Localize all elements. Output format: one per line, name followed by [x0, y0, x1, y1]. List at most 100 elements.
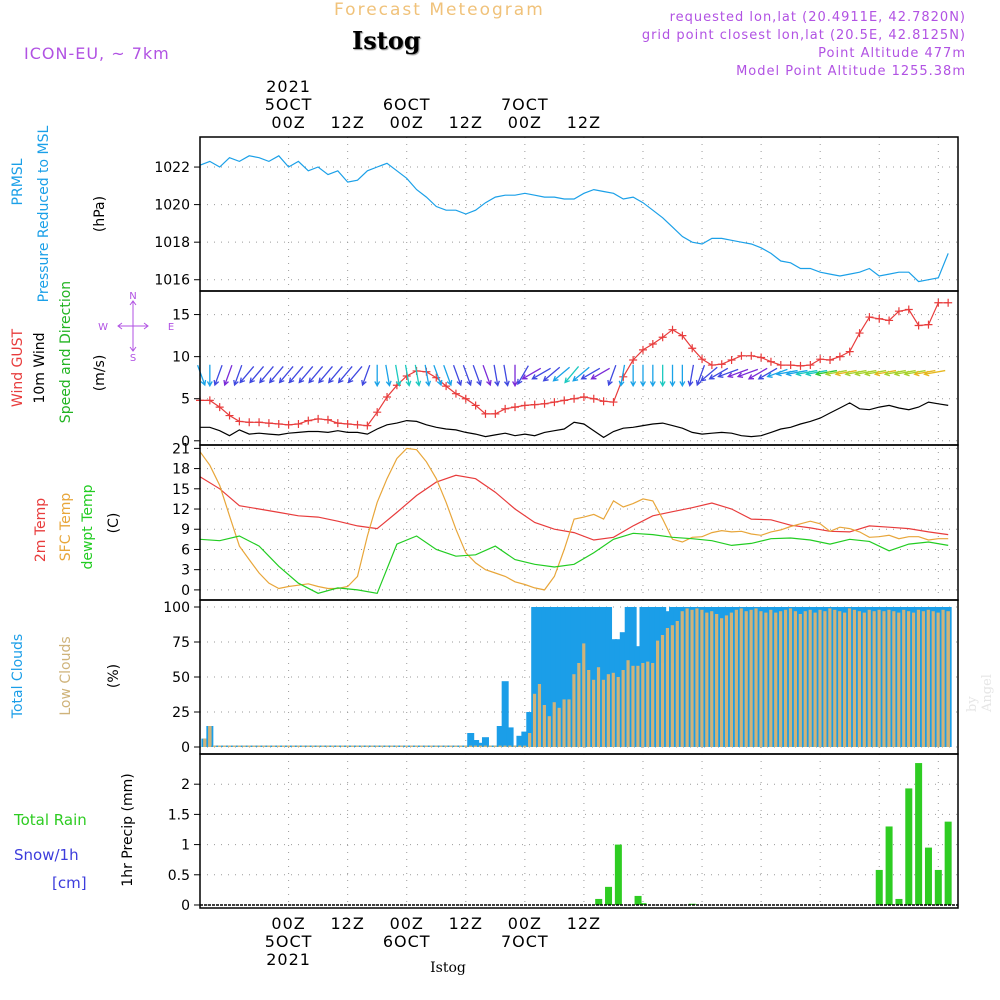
- low-cloud-bar: [518, 745, 522, 747]
- time-axis-bottom-label: 12Z: [449, 914, 483, 933]
- gust-marker: [638, 345, 647, 354]
- wind-arrow: [834, 369, 857, 377]
- rain-bar: [934, 869, 942, 905]
- low-cloud-bar: [375, 745, 379, 747]
- gust-marker: [570, 394, 579, 403]
- low-cloud-bar: [355, 745, 360, 747]
- low-cloud-bar: [567, 699, 571, 747]
- time-axis-bottom-label: 5OCT: [265, 932, 313, 951]
- gust-marker: [737, 351, 746, 360]
- low-cloud-bar: [695, 608, 699, 747]
- low-cloud-bar: [734, 609, 739, 747]
- low-cloud-bar: [237, 745, 242, 747]
- low-cloud-bar: [424, 745, 429, 747]
- temperature-panel: 0 3 6 9 12 15 18 21: [172, 441, 958, 600]
- requested-location: requested lon,lat (20.4911E, 42.7820N): [669, 10, 966, 25]
- low-cloud-bar: [862, 612, 867, 747]
- gust-marker: [373, 408, 382, 417]
- time-axis-top-label: 7OCT: [501, 95, 549, 114]
- gust-marker: [333, 419, 342, 428]
- gust-marker: [589, 394, 598, 403]
- wind-arrow: [443, 364, 453, 387]
- wind-panel: 0 5 10 15 N S W E: [98, 291, 958, 450]
- low-cloud-bar: [409, 745, 414, 747]
- low-cloud-bar: [793, 611, 798, 747]
- temperature-ytick-label: 15: [172, 482, 190, 498]
- gust-marker: [363, 421, 372, 430]
- precip-panel: 0 0.5 1 1.5 2: [168, 754, 958, 914]
- gust-marker: [205, 396, 214, 405]
- wind-arrow: [805, 369, 828, 377]
- low-cloud-bar: [641, 663, 645, 747]
- low-cloud-bar: [651, 663, 655, 747]
- wind-speed-line: [200, 401, 949, 439]
- time-axis-top-label: 12Z: [449, 113, 483, 132]
- wind-arrow: [196, 364, 207, 387]
- wind-arrow: [531, 367, 551, 380]
- wind-arrow: [564, 366, 580, 384]
- wind-arrow: [337, 366, 353, 384]
- total-cloud-bar: [536, 607, 544, 747]
- low-cloud-bar: [857, 611, 862, 747]
- pressure-panel: 1016 1018 1020 1022: [154, 137, 958, 291]
- low-cloud-bar: [296, 745, 301, 747]
- rain-bar: [639, 903, 647, 905]
- wind-arrow: [259, 366, 274, 384]
- low-cloud-bar: [606, 674, 611, 747]
- wind-arrow: [824, 369, 847, 377]
- low-cloud-bar: [921, 611, 926, 747]
- low-cloud-bar: [468, 745, 473, 747]
- total-cloud-bar: [590, 607, 598, 747]
- rain-bar: [634, 895, 642, 905]
- wind-arrow: [726, 368, 749, 378]
- low-cloud-bar: [636, 665, 640, 747]
- low-cloud-bar: [321, 745, 325, 747]
- low-cloud-bar: [587, 670, 591, 747]
- wind-arrow: [517, 365, 529, 386]
- low-cloud-bar: [739, 608, 744, 747]
- low-cloud-bar: [523, 745, 527, 747]
- clouds-ytick-label: 25: [172, 705, 190, 721]
- precip-frame: [199, 753, 959, 909]
- chart-title: Forecast Meteogram: [334, 0, 545, 20]
- low-cloud-bar: [528, 733, 532, 747]
- gust-marker: [314, 414, 323, 423]
- wind-arrow: [462, 364, 472, 387]
- snow-unit-label: [cm]: [52, 874, 87, 892]
- low-cloud-bar: [336, 745, 340, 747]
- temperature-ytick-label: 3: [181, 563, 190, 579]
- low-cloud-bar: [656, 640, 660, 747]
- total-cloud-bar: [472, 740, 480, 747]
- wind-arrow: [757, 367, 778, 380]
- gust-marker: [225, 411, 234, 420]
- low-cloud-bar: [400, 745, 404, 747]
- wind-arrow: [552, 366, 571, 382]
- low-cloud-bar: [350, 745, 355, 747]
- wind-arrow: [883, 369, 906, 377]
- low-cloud-bar: [626, 660, 630, 747]
- low-cloud-bar: [902, 609, 906, 747]
- total-cloud-bar: [521, 731, 529, 747]
- wind-arrow: [347, 366, 363, 384]
- temperature-ytick-label: 6: [181, 542, 190, 558]
- gust-marker: [235, 417, 244, 426]
- low-cloud-bar: [852, 609, 857, 747]
- wind-arrow: [278, 366, 294, 384]
- wind-arrow: [521, 367, 542, 380]
- rain-bar: [614, 844, 622, 905]
- pressure-ytick-label: 1018: [154, 235, 190, 251]
- gust-line: [200, 302, 949, 427]
- low-cloud-bar: [473, 745, 478, 747]
- rain-bar: [875, 869, 883, 905]
- low-cloud-bar: [232, 745, 237, 747]
- gust-marker: [826, 356, 835, 365]
- gust-marker: [766, 357, 775, 366]
- precip-axis-label: 1hr Precip (mm): [120, 773, 136, 886]
- wind-arrow: [873, 369, 897, 377]
- wind-arrow: [659, 364, 666, 388]
- low-cloud-bar: [547, 716, 552, 747]
- wind-arrow: [679, 364, 686, 388]
- gust-marker: [520, 401, 529, 410]
- wind-arrow: [424, 364, 432, 387]
